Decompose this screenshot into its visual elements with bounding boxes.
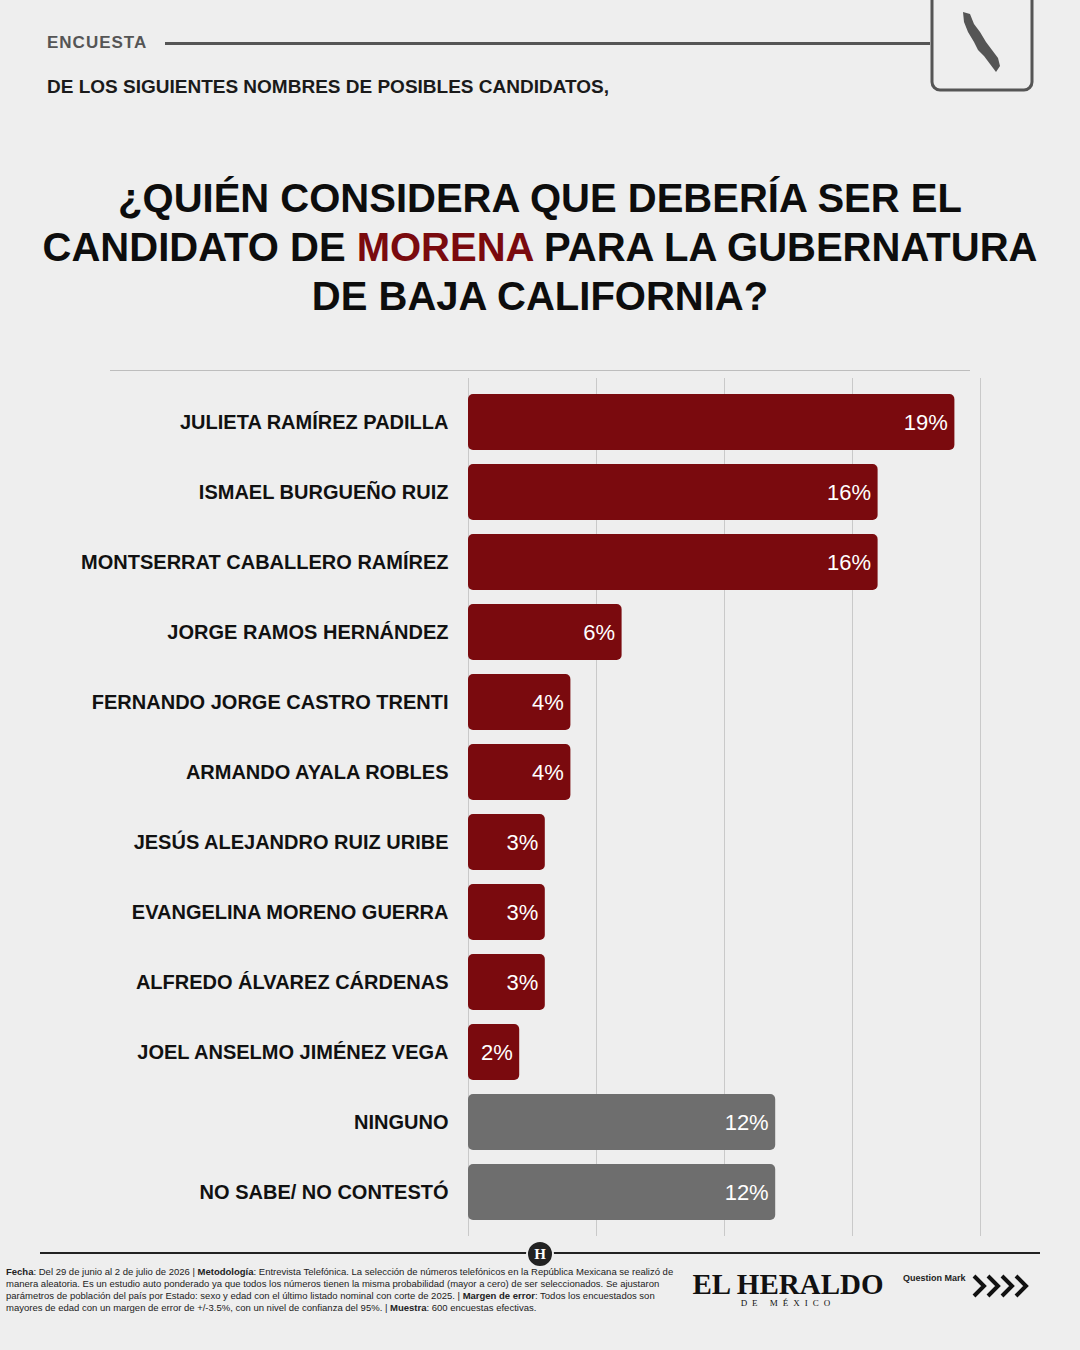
- svg-text:JORGE RAMOS HERNÁNDEZ: JORGE RAMOS HERNÁNDEZ: [167, 621, 448, 643]
- svg-text:FERNANDO JORGE CASTRO TRENTI: FERNANDO JORGE CASTRO TRENTI: [92, 691, 449, 713]
- html-text:DE MÉXICO: DE MÉXICO: [740, 1298, 836, 1308]
- svg-text:12%: 12%: [725, 1110, 769, 1135]
- svg-text:3%: 3%: [507, 830, 539, 855]
- html-text:Question Mark: Question Mark: [903, 1273, 966, 1283]
- svg-text:NINGUNO: NINGUNO: [354, 1111, 448, 1133]
- svg-text:16%: 16%: [827, 550, 871, 575]
- svg-text:2%: 2%: [481, 1040, 513, 1065]
- html-text:Fecha: Del 29 de junio al 2 de: Fecha: Del 29 de junio al 2 de julio de …: [6, 1266, 674, 1313]
- svg-text:ARMANDO AYALA ROBLES: ARMANDO AYALA ROBLES: [186, 761, 449, 783]
- svg-text:JULIETA RAMÍREZ PADILLA: JULIETA RAMÍREZ PADILLA: [180, 411, 449, 433]
- html-text:¿QUIÉN CONSIDERA QUE DEBERÍA S: ¿QUIÉN CONSIDERA QUE DEBERÍA SER EL CAND…: [42, 176, 1038, 318]
- svg-text:ISMAEL BURGUEÑO RUIZ: ISMAEL BURGUEÑO RUIZ: [199, 481, 449, 503]
- html-text:EL HERALDO: EL HERALDO: [692, 1268, 884, 1300]
- svg-text:MONTSERRAT CABALLERO RAMÍREZ: MONTSERRAT CABALLERO RAMÍREZ: [81, 551, 448, 573]
- html-text:ENCUESTA: ENCUESTA: [47, 33, 148, 52]
- svg-text:16%: 16%: [827, 480, 871, 505]
- svg-text:6%: 6%: [583, 620, 615, 645]
- svg-text:3%: 3%: [507, 970, 539, 995]
- svg-text:EVANGELINA MORENO GUERRA: EVANGELINA MORENO GUERRA: [132, 901, 449, 923]
- svg-text:NO SABE/ NO CONTESTÓ: NO SABE/ NO CONTESTÓ: [200, 1180, 449, 1203]
- svg-text:19%: 19%: [904, 410, 948, 435]
- svg-text:12%: 12%: [725, 1180, 769, 1205]
- svg-text:ALFREDO ÁLVAREZ CÁRDENAS: ALFREDO ÁLVAREZ CÁRDENAS: [136, 971, 449, 993]
- svg-text:4%: 4%: [532, 760, 564, 785]
- svg-text:4%: 4%: [532, 690, 564, 715]
- html-text:H: H: [534, 1246, 546, 1262]
- html-text:DE LOS SIGUIENTES NOMBRES DE P: DE LOS SIGUIENTES NOMBRES DE POSIBLES CA…: [47, 76, 609, 97]
- svg-text:JESÚS ALEJANDRO RUIZ URIBE: JESÚS ALEJANDRO RUIZ URIBE: [134, 830, 449, 853]
- svg-text:JOEL ANSELMO JIMÉNEZ VEGA: JOEL ANSELMO JIMÉNEZ VEGA: [137, 1041, 448, 1063]
- svg-text:3%: 3%: [507, 900, 539, 925]
